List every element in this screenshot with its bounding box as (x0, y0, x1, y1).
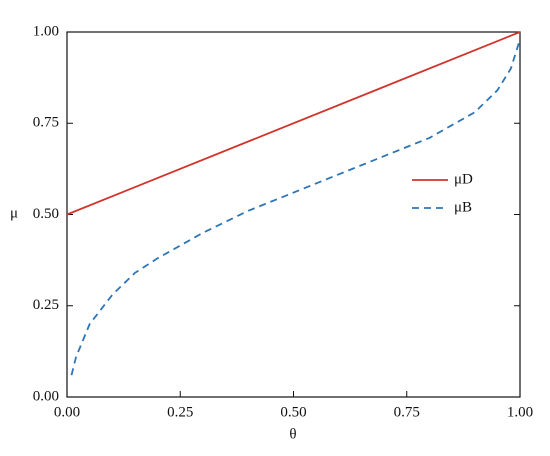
series-line (70, 39, 521, 376)
plot-frame (66, 31, 521, 398)
x-axis-label: θ (289, 426, 296, 442)
y-tick-label: 0.50 (33, 206, 59, 222)
y-tick-label: 0.75 (33, 115, 59, 131)
x-tick-label: 0.75 (394, 404, 420, 420)
x-tick-label: 0.25 (167, 404, 193, 420)
x-tick-label: 0.50 (280, 404, 306, 420)
y-tick-label: 0.25 (33, 297, 59, 313)
legend-label: μD (454, 171, 473, 187)
y-axis-label: μ (10, 205, 18, 221)
y-tick-label: 0.00 (33, 388, 59, 404)
legend-label: μB (454, 199, 472, 215)
y-tick-label: 1.00 (33, 23, 59, 39)
series-line (66, 31, 521, 216)
x-tick-label: 1.00 (507, 404, 533, 420)
x-tick-label: 0.00 (54, 404, 80, 420)
